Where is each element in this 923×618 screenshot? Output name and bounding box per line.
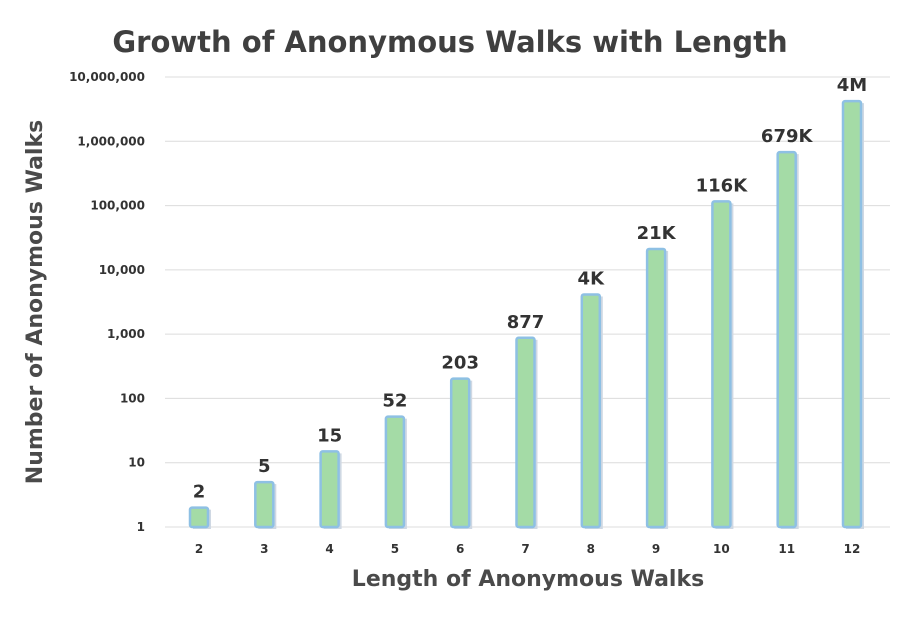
bar (254, 480, 275, 529)
bar (841, 99, 863, 529)
bar (449, 377, 471, 529)
x-axis-ticks: 2 3 4 5 6 7 8 9 10 11 12 (195, 542, 861, 556)
y-tick-label: 100 (120, 391, 145, 405)
bar (188, 506, 210, 529)
y-tick-label: 1,000,000 (77, 134, 145, 148)
y-tick-label: 1,000 (107, 327, 145, 341)
bar (645, 247, 667, 529)
chart-title: Growth of Anonymous Walks with Length (112, 25, 787, 59)
data-label: 4K (578, 268, 606, 289)
bar (776, 150, 797, 529)
x-tick-label: 7 (521, 542, 529, 556)
data-label: 203 (441, 353, 479, 374)
bar (319, 450, 340, 529)
data-label: 679K (761, 126, 814, 147)
x-tick-label: 11 (778, 542, 795, 556)
bar (580, 293, 602, 529)
data-label: 52 (382, 391, 407, 412)
data-label: 4M (837, 75, 867, 96)
x-tick-label: 9 (652, 542, 660, 556)
bars (188, 99, 864, 530)
data-label: 2 (193, 482, 206, 503)
y-tick-label: 10,000,000 (69, 70, 145, 84)
x-tick-label: 12 (844, 542, 861, 556)
x-tick-label: 10 (713, 542, 730, 556)
y-tick-label: 10 (128, 456, 145, 470)
x-tick-label: 4 (325, 542, 333, 556)
x-axis-title: Length of Anonymous Walks (352, 567, 704, 592)
x-tick-label: 2 (195, 542, 203, 556)
data-label: 21K (637, 223, 677, 244)
x-tick-label: 8 (587, 542, 595, 556)
bar (515, 336, 536, 529)
data-label: 116K (696, 175, 749, 196)
y-axis-title: Number of Anonymous Walks (23, 120, 48, 484)
y-tick-label: 1 (137, 520, 145, 534)
y-tick-label: 10,000 (99, 263, 145, 277)
bar (384, 415, 406, 529)
x-tick-label: 3 (260, 542, 268, 556)
data-label: 877 (507, 312, 545, 333)
y-axis-ticks: 1 10 100 1,000 10,000 100,000 1,000,000 10,000,… (69, 70, 145, 534)
x-tick-label: 6 (456, 542, 464, 556)
data-label: 5 (258, 456, 271, 477)
data-labels: 2 5 15 52 203 877 4K 21K 116K 679K 4M (193, 75, 867, 503)
bar (711, 200, 732, 529)
data-label: 15 (317, 425, 342, 446)
x-tick-label: 5 (391, 542, 399, 556)
y-tick-label: 100,000 (90, 199, 145, 213)
